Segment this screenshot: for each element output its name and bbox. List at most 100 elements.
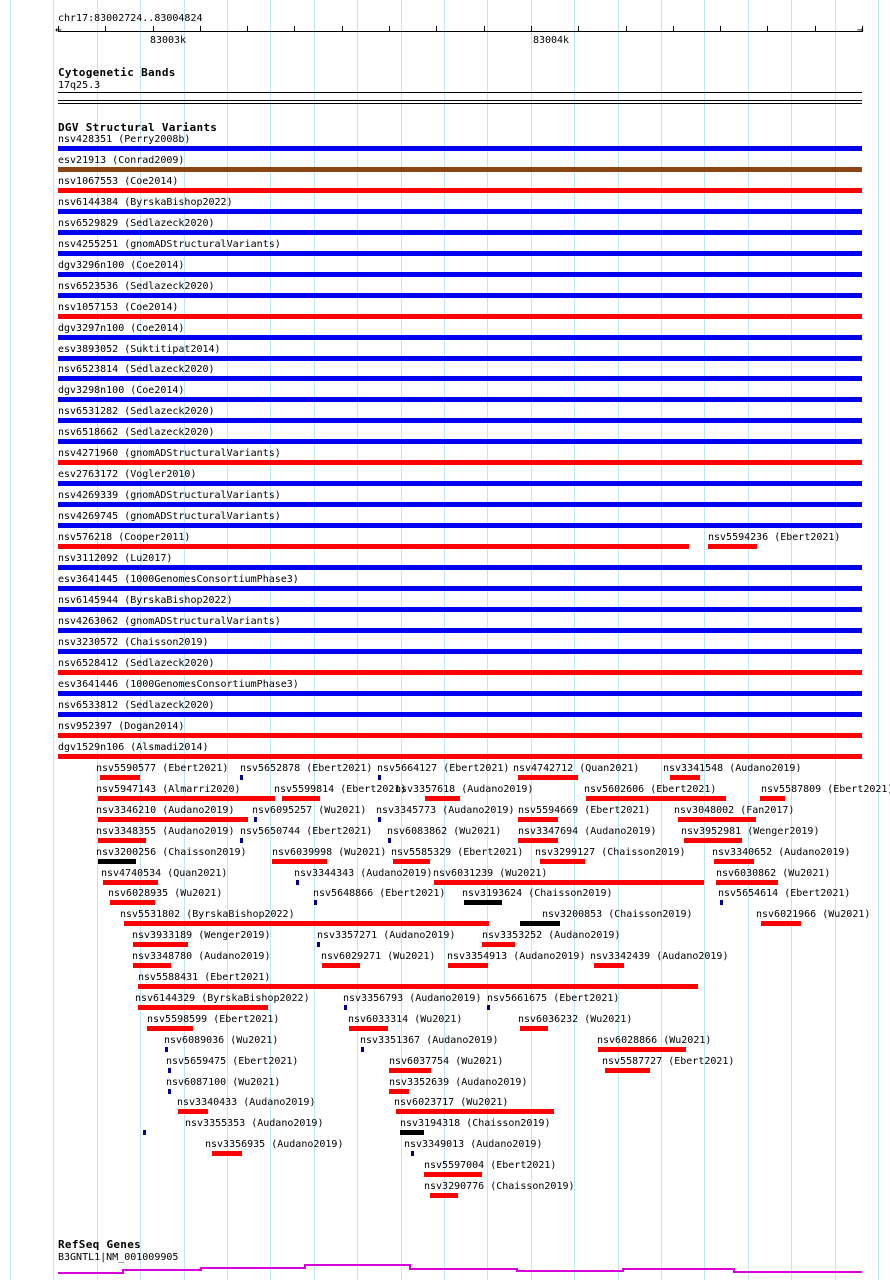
- dgv-track-label[interactable]: esv2763172 (Vogler2010): [58, 469, 197, 480]
- dgv-track-bar[interactable]: [58, 502, 862, 507]
- dgv-feature-label[interactable]: nsv6033314 (Wu2021): [348, 1014, 463, 1025]
- dgv-track-label[interactable]: dgv3296n100 (Coe2014): [58, 260, 185, 271]
- dgv-track-bar[interactable]: [58, 565, 862, 570]
- dgv-track-label[interactable]: nsv6145944 (ByrskaBishop2022): [58, 595, 233, 606]
- dgv-track-bar[interactable]: [58, 733, 862, 738]
- dgv-track-bar[interactable]: [58, 209, 862, 214]
- dgv-feature-label[interactable]: nsv6089036 (Wu2021): [164, 1035, 279, 1046]
- dgv-feature-label[interactable]: nsv5587727 (Ebert2021): [602, 1056, 735, 1067]
- dgv-track-label[interactable]: nsv4269339 (gnomADStructuralVariants): [58, 490, 281, 501]
- gene-exon-segment[interactable]: [58, 1272, 122, 1274]
- gene-exon-segment[interactable]: [200, 1267, 304, 1269]
- dgv-feature-bar[interactable]: [147, 1026, 193, 1031]
- dgv-feature-bar[interactable]: [716, 880, 778, 885]
- dgv-track-bar[interactable]: [58, 439, 862, 444]
- dgv-feature-bar[interactable]: [133, 963, 171, 968]
- dgv-feature-bar[interactable]: [393, 859, 430, 864]
- dgv-feature-label[interactable]: nsv4740534 (Quan2021): [101, 868, 228, 879]
- dgv-feature-label[interactable]: nsv6083862 (Wu2021): [387, 826, 502, 837]
- dgv-feature-bar[interactable]: [378, 817, 381, 822]
- dgv-track-label[interactable]: nsv6528412 (Sedlazeck2020): [58, 658, 215, 669]
- dgv-track-label[interactable]: nsv428351 (Perry2008b): [58, 134, 191, 145]
- dgv-feature-bar[interactable]: [138, 984, 698, 989]
- dgv-track-label[interactable]: nsv1057153 (Coe2014): [58, 302, 179, 313]
- dgv-track-bar[interactable]: [58, 230, 862, 235]
- dgv-feature-bar[interactable]: [138, 1005, 268, 1010]
- dgv-feature-bar[interactable]: [684, 838, 742, 843]
- dgv-track-label[interactable]: nsv6531282 (Sedlazeck2020): [58, 406, 215, 417]
- dgv-feature-label[interactable]: nsv5602606 (Ebert2021): [584, 784, 717, 795]
- dgv-feature-bar[interactable]: [518, 817, 558, 822]
- dgv-feature-bar[interactable]: [178, 1109, 208, 1114]
- dgv-feature-bar[interactable]: [518, 775, 578, 780]
- dgv-feature-bar[interactable]: [464, 900, 502, 905]
- dgv-track-bar[interactable]: [58, 544, 689, 549]
- dgv-track-label[interactable]: nsv3112092 (Lu2017): [58, 553, 173, 564]
- dgv-feature-bar[interactable]: [448, 963, 488, 968]
- dgv-feature-label[interactable]: nsv5664127 (Ebert2021): [377, 763, 510, 774]
- dgv-feature-label[interactable]: nsv3193624 (Chaisson2019): [462, 888, 613, 899]
- refseq-gene-label[interactable]: B3GNTL1|NM_001009905: [58, 1252, 179, 1263]
- dgv-feature-label[interactable]: nsv5652878 (Ebert2021): [240, 763, 373, 774]
- gene-exon-segment[interactable]: [122, 1269, 200, 1271]
- dgv-feature-bar[interactable]: [98, 796, 275, 801]
- dgv-track-label[interactable]: nsv6533812 (Sedlazeck2020): [58, 700, 215, 711]
- dgv-track-label[interactable]: nsv4271960 (gnomADStructuralVariants): [58, 448, 281, 459]
- dgv-track-label[interactable]: nsv6523536 (Sedlazeck2020): [58, 281, 215, 292]
- dgv-track-label[interactable]: esv3893052 (Suktitipat2014): [58, 344, 221, 355]
- dgv-feature-bar[interactable]: [487, 1005, 490, 1010]
- dgv-feature-bar[interactable]: [396, 1109, 554, 1114]
- dgv-feature-label[interactable]: nsv5587809 (Ebert2021): [761, 784, 890, 795]
- dgv-feature-bar[interactable]: [296, 880, 299, 885]
- dgv-feature-bar[interactable]: [378, 775, 381, 780]
- dgv-feature-label[interactable]: nsv3340652 (Audano2019): [712, 847, 851, 858]
- dgv-feature-bar[interactable]: [388, 838, 391, 843]
- dgv-feature-bar[interactable]: [98, 838, 146, 843]
- dgv-feature-bar[interactable]: [272, 859, 327, 864]
- dgv-feature-label[interactable]: nsv3355353 (Audano2019): [185, 1118, 324, 1129]
- dgv-track-bar[interactable]: [708, 544, 757, 549]
- dgv-feature-label[interactable]: nsv3290776 (Chaisson2019): [424, 1181, 575, 1192]
- dgv-track-label[interactable]: nsv4263062 (gnomADStructuralVariants): [58, 616, 281, 627]
- dgv-feature-label[interactable]: nsv5597004 (Ebert2021): [424, 1160, 557, 1171]
- dgv-track-label[interactable]: nsv576218 (Cooper2011): [58, 532, 191, 543]
- dgv-feature-bar[interactable]: [389, 1068, 431, 1073]
- dgv-feature-label[interactable]: nsv5661675 (Ebert2021): [487, 993, 620, 1004]
- dgv-feature-label[interactable]: nsv5654614 (Ebert2021): [718, 888, 851, 899]
- dgv-feature-label[interactable]: nsv3048002 (Fan2017): [674, 805, 795, 816]
- dgv-feature-label[interactable]: nsv5659475 (Ebert2021): [166, 1056, 299, 1067]
- cytogenetic-band-value[interactable]: 17q25.3: [58, 80, 101, 91]
- dgv-track-label[interactable]: esv21913 (Conrad2009): [58, 155, 185, 166]
- dgv-feature-bar[interactable]: [240, 775, 243, 780]
- dgv-track-label[interactable]: dgv3298n100 (Coe2014): [58, 385, 185, 396]
- dgv-feature-bar[interactable]: [760, 796, 785, 801]
- dgv-feature-label[interactable]: nsv6087100 (Wu2021): [166, 1077, 281, 1088]
- dgv-track-label[interactable]: esv3641446 (1000GenomesConsortiumPhase3): [58, 679, 299, 690]
- dgv-feature-bar[interactable]: [434, 880, 704, 885]
- dgv-track-label[interactable]: nsv4269745 (gnomADStructuralVariants): [58, 511, 281, 522]
- dgv-feature-bar[interactable]: [594, 963, 624, 968]
- dgv-feature-label[interactable]: nsv5585329 (Ebert2021): [391, 847, 524, 858]
- dgv-track-bar[interactable]: [58, 691, 862, 696]
- dgv-track-bar[interactable]: [58, 607, 862, 612]
- dgv-feature-bar[interactable]: [482, 942, 515, 947]
- dgv-feature-label[interactable]: nsv6029271 (Wu2021): [321, 951, 436, 962]
- gene-exon-segment[interactable]: [733, 1271, 862, 1273]
- dgv-feature-bar[interactable]: [282, 796, 320, 801]
- dgv-track-bar[interactable]: [58, 376, 862, 381]
- dgv-track-bar[interactable]: [58, 335, 862, 340]
- dgv-feature-label[interactable]: nsv5590577 (Ebert2021): [96, 763, 229, 774]
- dgv-feature-label[interactable]: nsv5650744 (Ebert2021): [240, 826, 373, 837]
- dgv-track-label[interactable]: nsv5594236 (Ebert2021): [708, 532, 841, 543]
- dgv-feature-bar[interactable]: [400, 1130, 424, 1135]
- dgv-track-bar[interactable]: [58, 356, 862, 361]
- dgv-track-bar[interactable]: [58, 146, 862, 151]
- dgv-feature-label[interactable]: nsv5594669 (Ebert2021): [518, 805, 651, 816]
- dgv-feature-bar[interactable]: [240, 838, 243, 843]
- dgv-track-label[interactable]: nsv3230572 (Chaisson2019): [58, 637, 209, 648]
- dgv-feature-bar[interactable]: [212, 1151, 242, 1156]
- dgv-track-bar[interactable]: [58, 523, 862, 528]
- dgv-track-bar[interactable]: [58, 272, 862, 277]
- gene-exon-segment[interactable]: [409, 1268, 516, 1270]
- dgv-track-label[interactable]: nsv6144384 (ByrskaBishop2022): [58, 197, 233, 208]
